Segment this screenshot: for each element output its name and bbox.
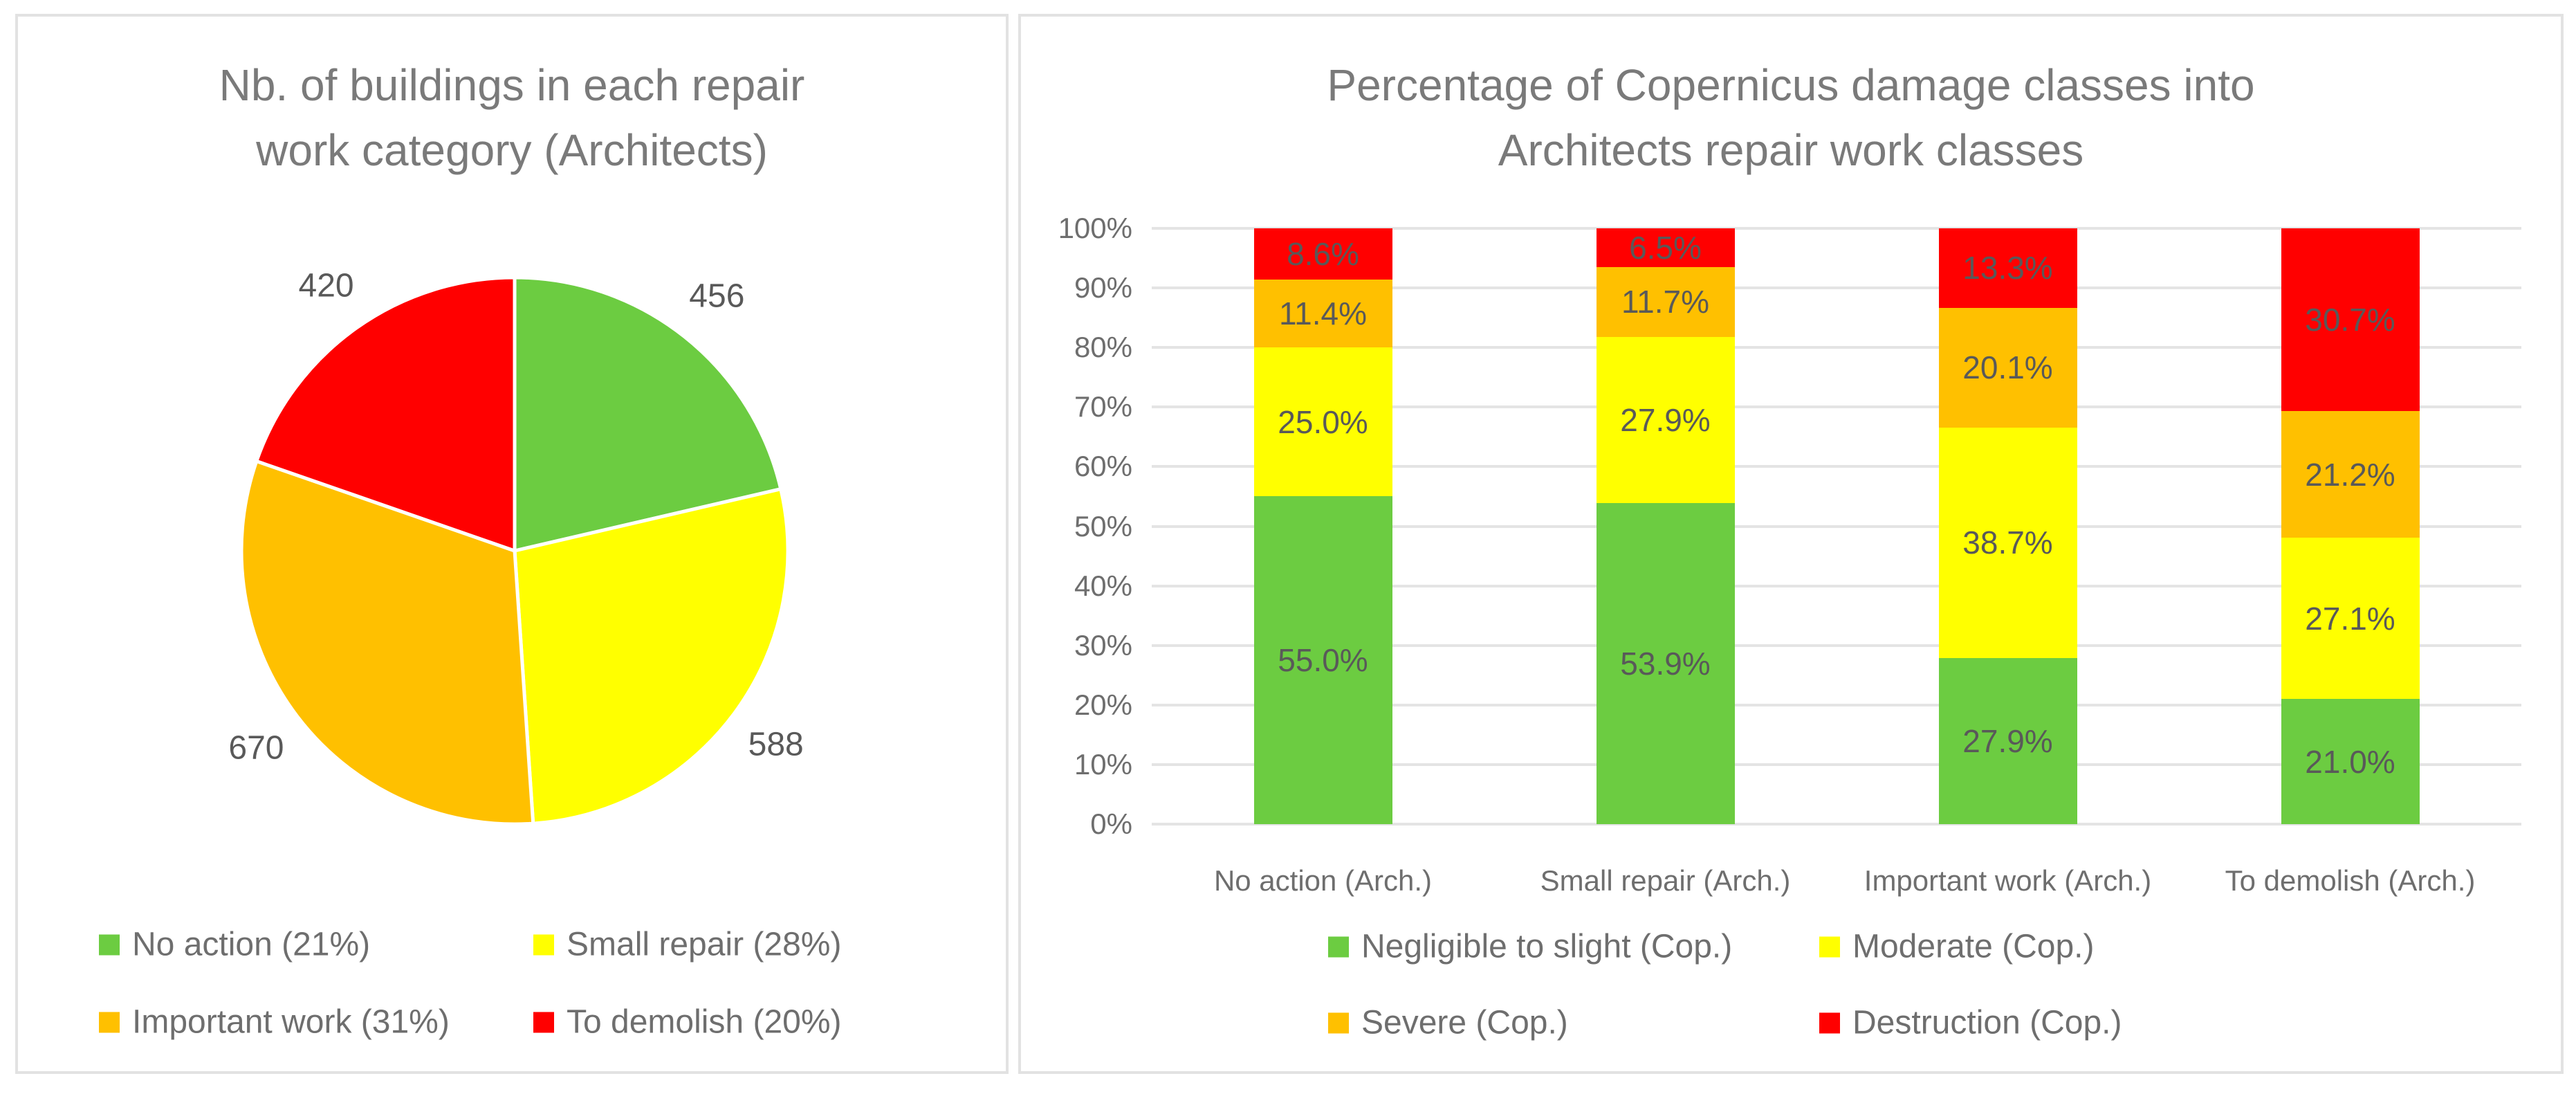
bar-segment-label: 38.7% xyxy=(1962,525,2053,561)
bar-segment-destruction-cop-no-action-arch xyxy=(1253,228,1392,280)
bar-segment-label: 27.9% xyxy=(1620,401,1711,438)
pie-chart-panel: Nb. of buildings in each repair work cat… xyxy=(15,14,1009,1074)
legend-swatch-severe-cop xyxy=(1328,1012,1349,1033)
gridline-30% xyxy=(1152,644,2521,647)
bar-segment-severe-cop-important-work-arch xyxy=(1938,307,2077,428)
bar-segment-negligible-to-slight-cop-small-repair-arch xyxy=(1596,502,1735,824)
legend-label: Moderate (Cop.) xyxy=(1852,928,2095,965)
bar-segment-label: 55.0% xyxy=(1278,642,1368,679)
legend-swatch-negligible-to-slight-cop xyxy=(1328,936,1349,957)
pie-data-label-to-demolish: 420 xyxy=(298,267,354,304)
bar-segment-label: 11.4% xyxy=(1278,295,1368,332)
bar-chart-title-line1: Percentage of Copernicus damage classes … xyxy=(1327,60,2255,110)
pie-slice-important-work xyxy=(239,459,535,826)
legend-label: Severe (Cop.) xyxy=(1361,1004,1568,1041)
bar-segment-label: 27.9% xyxy=(1962,722,2053,759)
gridline-60% xyxy=(1152,465,2521,468)
y-axis-tick-0%: 0% xyxy=(1090,808,1132,840)
pie-slice-small-repair xyxy=(513,487,790,826)
gridline-80% xyxy=(1152,346,2521,349)
bar-segment-label: 21.2% xyxy=(2305,456,2395,493)
bar-segment-severe-cop-to-demolish-arch xyxy=(2281,411,2420,538)
legend-swatch-destruction-cop xyxy=(1819,1012,1840,1033)
legend-swatch-important-work xyxy=(99,1012,120,1032)
y-axis-tick-10%: 10% xyxy=(1074,747,1132,781)
pie-data-label-no-action: 456 xyxy=(689,277,745,315)
pie-chart-title-line1: Nb. of buildings in each repair xyxy=(219,60,805,110)
x-axis-category-small-repair-arch: Small repair (Arch.) xyxy=(1540,864,1791,897)
bar-segment-label: 27.1% xyxy=(2305,600,2395,637)
y-axis-tick-50%: 50% xyxy=(1074,509,1132,543)
gridline-50% xyxy=(1152,525,2521,528)
bar-segment-label: 53.9% xyxy=(1620,645,1711,682)
legend-swatch-moderate-cop xyxy=(1819,936,1840,957)
bar-segment-negligible-to-slight-cop-to-demolish-arch xyxy=(2281,699,2420,824)
x-axis-category-no-action-arch: No action (Arch.) xyxy=(1213,864,1433,897)
bar-segment-negligible-to-slight-cop-no-action-arch xyxy=(1253,496,1392,824)
bar-segment-label: 13.3% xyxy=(1962,250,2053,286)
bar-segment-moderate-cop-to-demolish-arch xyxy=(2281,537,2420,700)
bar-segment-label: 8.6% xyxy=(1287,236,1359,273)
gridline-100% xyxy=(1152,227,2521,230)
legend-label: No action (21%) xyxy=(132,926,371,963)
gridline-20% xyxy=(1152,703,2521,706)
x-axis-category-important-work-arch: Important work (Arch.) xyxy=(1864,864,2152,897)
y-axis-tick-60%: 60% xyxy=(1074,450,1132,483)
legend-label: Negligible to slight (Cop.) xyxy=(1361,928,1733,965)
y-axis-tick-80%: 80% xyxy=(1074,331,1132,364)
pie-data-label-important-work: 670 xyxy=(228,729,284,767)
bar-segment-severe-cop-small-repair-arch xyxy=(1596,266,1735,337)
bar-legend-item-moderate-cop: Moderate (Cop.) xyxy=(1819,928,2094,966)
gridline-0% xyxy=(1152,823,2521,826)
pie-chart xyxy=(239,275,790,826)
bar-segment-label: 30.7% xyxy=(2305,302,2395,338)
legend-label: Small repair (28%) xyxy=(567,926,842,963)
bar-segment-label: 11.7% xyxy=(1621,284,1710,320)
legend-swatch-no-action xyxy=(99,934,120,955)
legend-label: To demolish (20%) xyxy=(567,1003,842,1041)
bar-segment-destruction-cop-small-repair-arch xyxy=(1596,228,1735,267)
gridline-40% xyxy=(1152,584,2521,587)
bar-segment-label: 25.0% xyxy=(1278,403,1368,440)
legend-label: Important work (31%) xyxy=(132,1003,450,1041)
pie-data-label-small-repair: 588 xyxy=(748,726,804,763)
bar-legend-item-severe-cop: Severe (Cop.) xyxy=(1328,1004,1568,1042)
y-axis-tick-40%: 40% xyxy=(1074,569,1132,602)
pie-legend-item-no-action: No action (21%) xyxy=(99,926,370,964)
bar-segment-negligible-to-slight-cop-important-work-arch xyxy=(1938,657,2077,824)
bar-chart-title: Percentage of Copernicus damage classes … xyxy=(1021,53,2561,183)
gridline-10% xyxy=(1152,763,2521,766)
bar-segment-destruction-cop-to-demolish-arch xyxy=(2281,228,2420,412)
gridline-90% xyxy=(1152,286,2521,290)
bar-segment-severe-cop-no-action-arch xyxy=(1253,280,1392,348)
bar-segment-moderate-cop-small-repair-arch xyxy=(1596,336,1735,503)
pie-slice-no-action xyxy=(513,275,783,553)
bar-chart-title-line2: Architects repair work classes xyxy=(1498,125,2084,175)
bar-legend-item-negligible-to-slight-cop: Negligible to slight (Cop.) xyxy=(1328,928,1732,966)
legend-swatch-small-repair xyxy=(533,934,554,955)
bar-legend-item-destruction-cop: Destruction (Cop.) xyxy=(1819,1004,2122,1042)
bar-segment-label: 6.5% xyxy=(1629,229,1702,266)
bar-chart-panel: Percentage of Copernicus damage classes … xyxy=(1018,14,2564,1074)
y-axis-tick-30%: 30% xyxy=(1074,628,1132,662)
pie-legend-item-important-work: Important work (31%) xyxy=(99,1003,450,1041)
y-axis-tick-100%: 100% xyxy=(1058,212,1132,244)
bar-segment-moderate-cop-no-action-arch xyxy=(1253,347,1392,497)
y-axis-tick-90%: 90% xyxy=(1074,271,1132,304)
gridline-70% xyxy=(1152,405,2521,409)
pie-slice-to-demolish xyxy=(255,275,517,553)
y-axis-tick-70%: 70% xyxy=(1074,390,1132,423)
pie-legend-item-to-demolish: To demolish (20%) xyxy=(533,1003,842,1041)
y-axis-tick-20%: 20% xyxy=(1074,688,1132,721)
pie-chart-title-line2: work category (Architects) xyxy=(256,125,768,175)
legend-label: Destruction (Cop.) xyxy=(1852,1004,2122,1041)
pie-legend-item-small-repair: Small repair (28%) xyxy=(533,926,841,964)
legend-swatch-to-demolish xyxy=(533,1012,554,1032)
bar-segment-destruction-cop-important-work-arch xyxy=(1938,228,2077,308)
pie-chart-title: Nb. of buildings in each repair work cat… xyxy=(18,53,1006,183)
bar-segment-label: 20.1% xyxy=(1962,349,2053,386)
bar-segment-label: 21.0% xyxy=(2305,743,2395,780)
x-axis-category-to-demolish-arch: To demolish (Arch.) xyxy=(2225,864,2476,897)
bar-segment-moderate-cop-important-work-arch xyxy=(1938,427,2077,658)
